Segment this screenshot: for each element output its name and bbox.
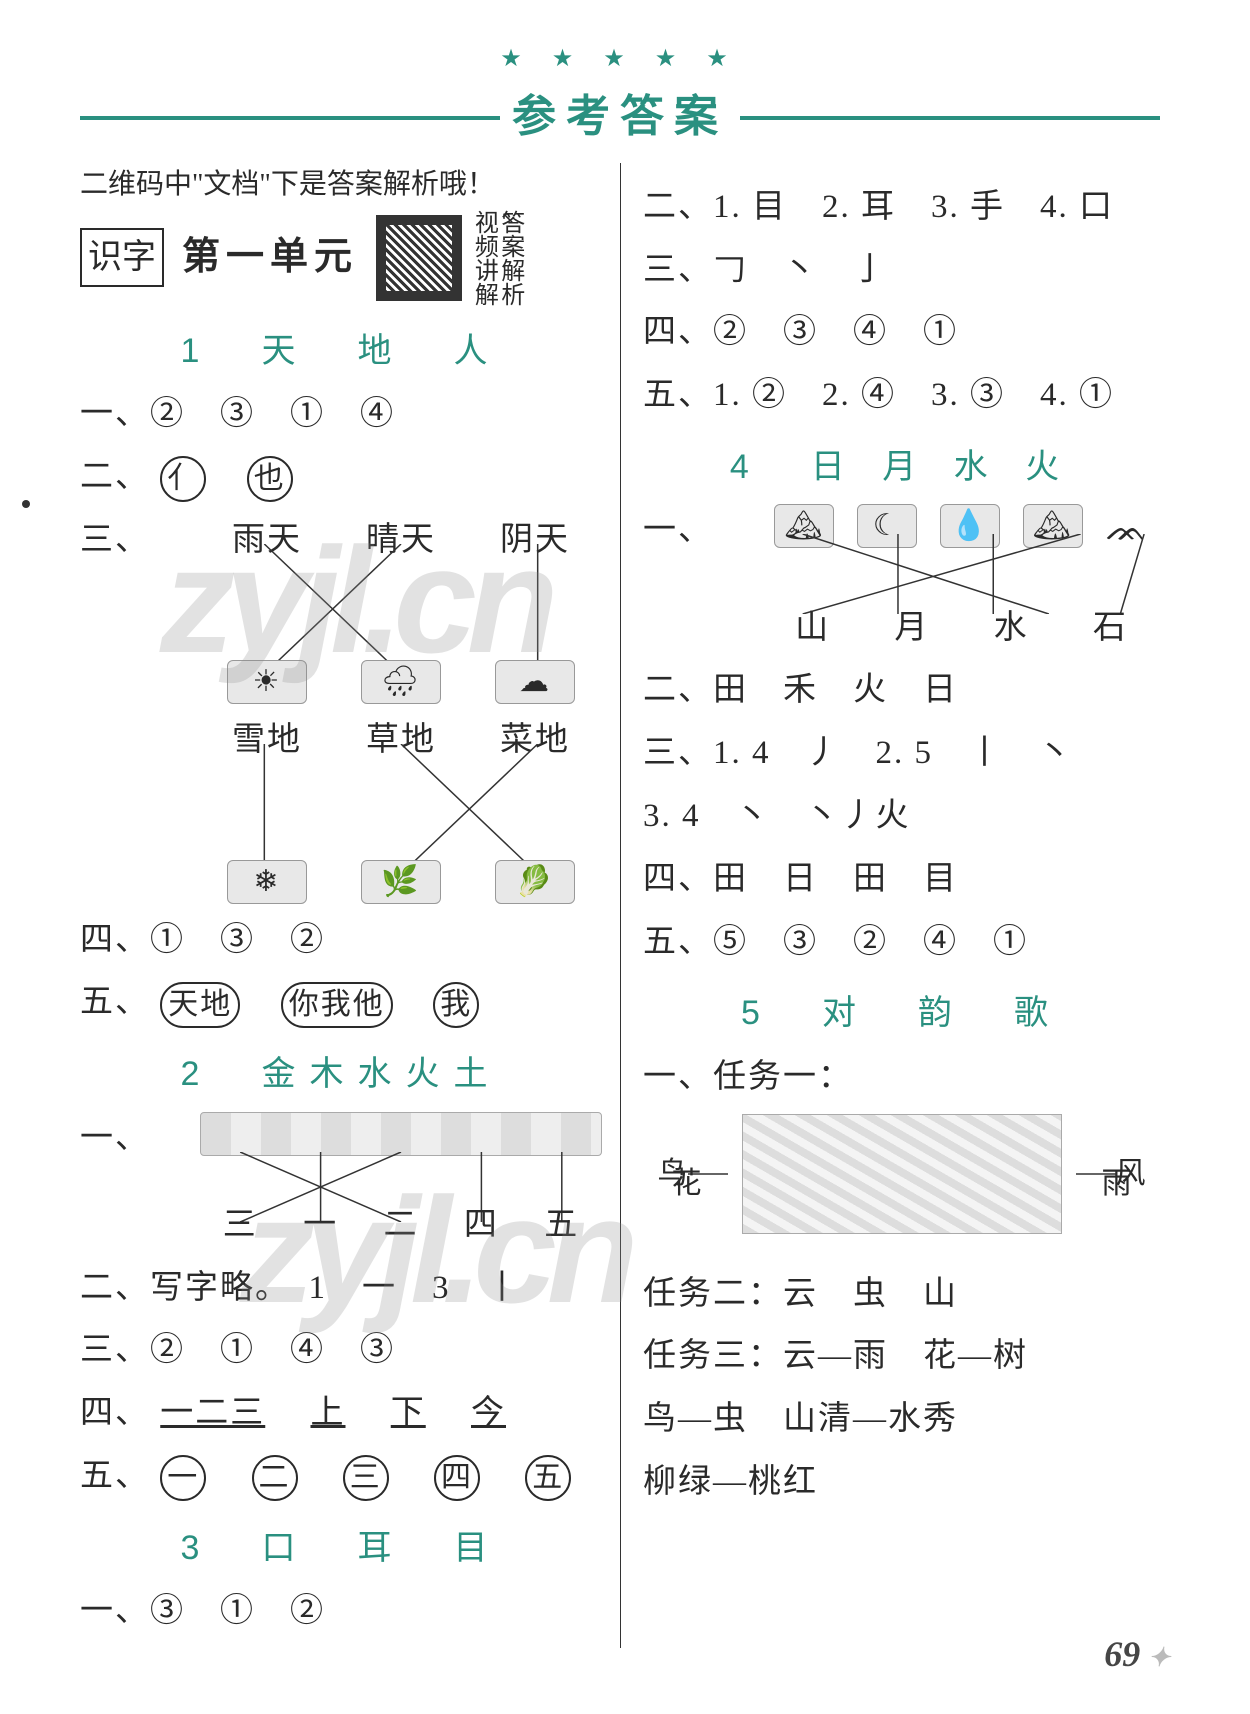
l4-b0: 山 <box>795 602 830 655</box>
l2-q2: 二、写字略。 1 一 3 丨 <box>80 1262 602 1315</box>
l4-q3b: 3. 4 丶 丶丿火 <box>643 790 1160 843</box>
page-star-icon: ✦ <box>1148 1643 1170 1672</box>
unit-box: 识字 <box>80 228 164 286</box>
l2-q4-2: 下 <box>391 1395 426 1431</box>
l2-q1-label: 一、 <box>80 1112 150 1252</box>
r-l3-q2: 二、1. 目 2. 耳 3. 手 4. 口 <box>643 181 1160 234</box>
q3-lines-2 <box>200 744 602 874</box>
lesson-1-title: 1 天 地 人 <box>80 324 602 378</box>
l1-q2-c2: 也 <box>247 456 293 502</box>
l2-q5-0: 一 <box>160 1455 206 1501</box>
l1-q2-label: 二、 <box>80 459 150 495</box>
l2-q5-1: 二 <box>252 1455 298 1501</box>
l5-t3c: 柳绿—桃红 <box>643 1456 1160 1509</box>
l2-q5-2: 三 <box>343 1455 389 1501</box>
arrow-icon: ↖ <box>501 204 516 233</box>
l4-b2: 水 <box>994 602 1029 655</box>
l5-t2: 任务二：云 虫 山 <box>643 1268 1160 1321</box>
l1-q5-g1: 天地 <box>160 982 240 1028</box>
l1-q5-g2: 你我他 <box>281 982 393 1028</box>
lesson-3-title: 3 口 耳 目 <box>80 1521 602 1575</box>
header-stars: ★ ★ ★ ★ ★ <box>80 40 1160 78</box>
t1-rb: 雨 <box>1102 1160 1132 1208</box>
r-l3-q5: 五、1. ② 2. ④ 3. ③ 4. ① <box>643 369 1160 422</box>
lesson-5-title: 5 对 韵 歌 <box>643 986 1160 1040</box>
l2-b4: 五 <box>544 1199 579 1252</box>
l3-q1: 一、③ ① ② <box>80 1585 602 1638</box>
l1-q2: 二、 亻 也 <box>80 451 602 504</box>
l5-t1-row1: 鸟 风 <box>643 1114 1160 1234</box>
page-number: 69 ✦ <box>1104 1626 1170 1684</box>
t1-lb: 花 <box>672 1160 702 1208</box>
l2-q4-3: 今 <box>471 1395 506 1431</box>
qr-label-1: 视频讲解 <box>470 210 496 306</box>
r-l3-q4: 四、② ③ ④ ① <box>643 306 1160 359</box>
r-l3-q3: 三、𠃌 丶 亅 <box>643 244 1160 297</box>
l5-t3b: 鸟—虫 山清—水秀 <box>643 1393 1160 1446</box>
rule-right <box>740 116 1160 120</box>
qr-code[interactable] <box>376 215 462 301</box>
l2-q4-1: 上 <box>311 1395 346 1431</box>
title-row: 参考答案 <box>80 82 1160 152</box>
l2-q4-label: 四、 <box>80 1395 150 1431</box>
l4-q1-label: 一、 <box>643 504 713 654</box>
l1-q5-label: 五、 <box>80 984 150 1020</box>
l1-q5-g3: 我 <box>433 982 479 1028</box>
l2-q5-4: 五 <box>525 1455 571 1501</box>
lesson-4-title: 4 日 月 水 火 <box>643 440 1160 494</box>
l4-q2: 二、田 禾 火 日 <box>643 664 1160 717</box>
rule-left <box>80 116 500 120</box>
q3-bimg-1: 🌿 <box>361 860 441 904</box>
qr-note: 二维码中"文档"下是答案解析哦！ <box>80 163 602 208</box>
l1-q1: 一、② ③ ① ④ <box>80 388 602 441</box>
q3-img-2: ☁ <box>495 660 575 704</box>
l2-b3: 四 <box>464 1199 499 1252</box>
l2-q3: 三、② ① ④ ③ <box>80 1324 602 1377</box>
l2-q4: 四、 一二三 上 下 今 <box>80 1387 602 1440</box>
margin-dot <box>22 500 30 508</box>
l2-strip <box>200 1112 602 1156</box>
l4-q4: 四、田 日 田 目 <box>643 853 1160 906</box>
l4-b3: 石 <box>1093 602 1128 655</box>
l1-q5: 五、 天地 你我他 我 <box>80 976 602 1029</box>
q3-bimg-0: ❄ <box>227 860 307 904</box>
page-title: 参考答案 <box>500 82 740 152</box>
l2-q5: 五、 一 二 三 四 五 <box>80 1450 602 1503</box>
l2-q5-label: 五、 <box>80 1458 150 1494</box>
q3-img-1: 🌧 <box>361 660 441 704</box>
l2-q5-3: 四 <box>434 1455 480 1501</box>
lesson-2-title: 2 金木水火土 <box>80 1047 602 1101</box>
q3-bimg-2: 🥬 <box>495 860 575 904</box>
l4-b1: 月 <box>894 602 929 655</box>
l2-b2: 二 <box>383 1199 418 1252</box>
q3-img-0: ☀ <box>227 660 307 704</box>
page-num-text: 69 <box>1104 1634 1140 1674</box>
l4-q3a: 三、1. 4 丿 2. 5 丨 丶 <box>643 727 1160 780</box>
l5-t1-label: 一、任务一： <box>643 1051 1160 1104</box>
l4-q5: 五、⑤ ③ ② ④ ① <box>643 916 1160 969</box>
q3-lines-1 <box>200 544 602 674</box>
unit-title: 第一单元 <box>182 227 358 288</box>
task-image <box>742 1114 1062 1234</box>
l1-q4: 四、① ③ ② <box>80 914 602 967</box>
l2-b0: 三 <box>223 1199 258 1252</box>
l2-b1: 一 <box>303 1199 338 1252</box>
l1-q2-c1: 亻 <box>160 456 206 502</box>
l1-q3-label: 三、 <box>80 514 150 704</box>
l5-t3a: 任务三：云—雨 花—树 <box>643 1330 1160 1383</box>
l2-q4-0: 一二三 <box>160 1395 265 1431</box>
